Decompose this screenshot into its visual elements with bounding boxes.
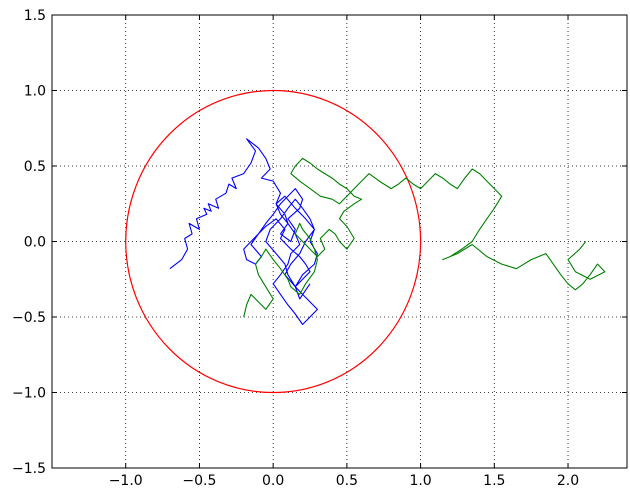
x-tick-label: 1.5: [483, 473, 505, 489]
series-line-0: [169, 138, 318, 326]
y-tick-label: 0.0: [24, 235, 46, 251]
x-tick-label: 1.0: [409, 473, 431, 489]
y-tick-label: −1.0: [12, 386, 46, 402]
x-tick-label: 0.5: [336, 473, 358, 489]
circle-layer: [125, 89, 422, 394]
y-tick-label: −0.5: [12, 310, 46, 326]
series-layer: [169, 138, 606, 326]
series-line-1: [243, 157, 606, 318]
x-tick-label: −1.0: [109, 473, 143, 489]
unit-circle: [125, 89, 422, 394]
x-tick-label: −0.5: [182, 473, 216, 489]
y-tick-label: 0.5: [24, 159, 46, 175]
y-tick-label: 1.5: [24, 8, 46, 24]
plot-frame: [51, 14, 628, 469]
tick-labels: −1.0 −0.5 0.0 0.5 1.0 1.5 2.0 1.5 1.0 0.5 0.0 −0.5 −…: [12, 8, 579, 489]
y-tick-label: −1.5: [12, 461, 46, 477]
x-tick-label: 2.0: [557, 473, 579, 489]
ticks: [52, 14, 627, 469]
y-tick-label: 1.0: [24, 84, 46, 100]
x-tick-label: 0.0: [262, 473, 284, 489]
